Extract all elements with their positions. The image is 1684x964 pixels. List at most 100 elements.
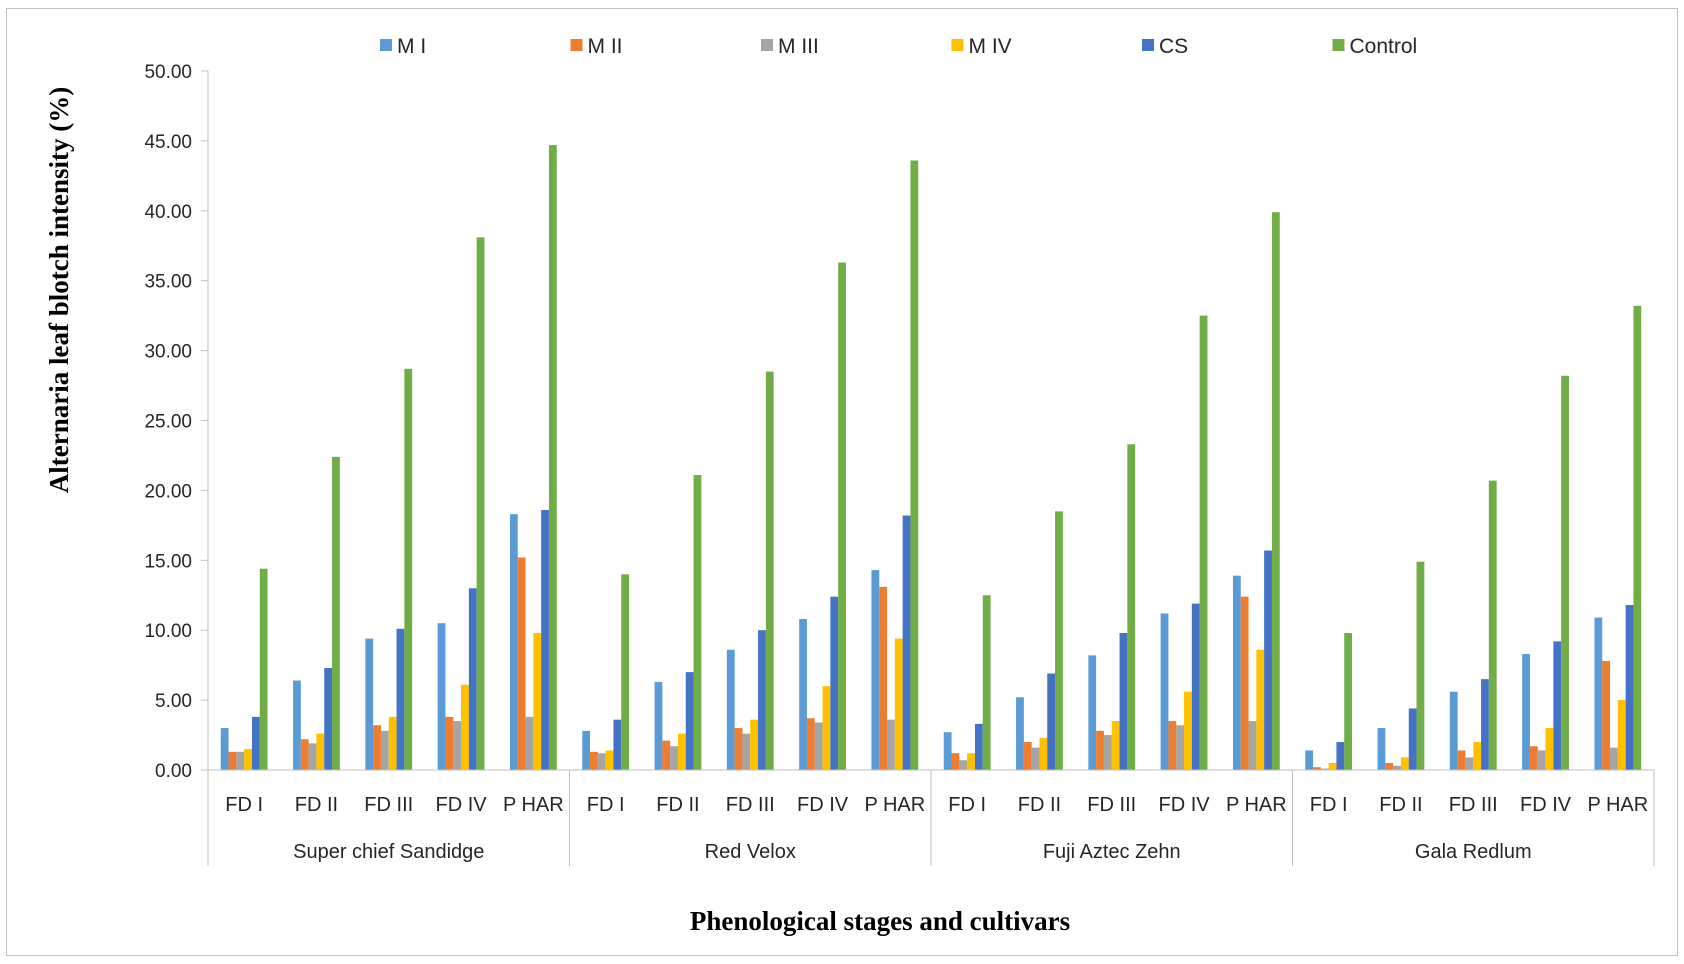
- bar-cs: [468, 588, 477, 770]
- bar-m-iii: [525, 716, 534, 770]
- x-tick-label: FD I: [1310, 794, 1348, 816]
- bar-m-ii: [1385, 763, 1394, 770]
- bar-m-i: [654, 681, 663, 770]
- y-tick-label: 30.00: [144, 342, 192, 363]
- bar-m-i: [1160, 613, 1169, 770]
- x-tick-label: FD III: [1087, 794, 1136, 816]
- x-tick-label: FD II: [1018, 794, 1061, 816]
- bar-cs: [1481, 679, 1489, 770]
- bar-control: [1271, 212, 1280, 770]
- bar-control: [548, 145, 557, 771]
- bar-cs: [1553, 641, 1562, 770]
- bar-cs: [613, 719, 622, 770]
- bar-m-ii: [517, 557, 526, 770]
- bar-m-iv: [1473, 742, 1482, 770]
- bar-m-iii: [236, 751, 245, 770]
- legend-label: CS: [1159, 35, 1188, 58]
- x-tick-label: FD I: [948, 794, 986, 816]
- group-label: Super chief Sandidge: [293, 841, 484, 863]
- x-tick-label: FD IV: [435, 794, 487, 816]
- bar-m-iv: [316, 733, 325, 770]
- bar-m-i: [1449, 691, 1458, 770]
- bar-control: [1127, 444, 1136, 770]
- bar-m-iii: [1103, 735, 1112, 770]
- x-tick-label: P HAR: [1587, 794, 1648, 816]
- bar-m-iv: [750, 719, 759, 770]
- x-tick-label: FD II: [1379, 794, 1422, 816]
- bar-m-iii: [308, 743, 317, 770]
- chart-frame: [6, 8, 1678, 956]
- legend-label: M III: [778, 35, 819, 58]
- x-axis-title: Phenological stages and cultivars: [690, 906, 1070, 936]
- bar-cs: [1119, 633, 1128, 770]
- bar-m-iv: [388, 716, 397, 770]
- bar-m-iii: [959, 760, 968, 770]
- x-tick-label: FD II: [295, 794, 338, 816]
- bar-cs: [902, 515, 911, 770]
- y-axis: 0.00 5.00 10.00 15.00 20.00 25.00 30.00 35.00 40…: [144, 62, 209, 782]
- bar-m-iii: [380, 730, 389, 770]
- bar-m-i: [1305, 750, 1314, 770]
- bar-m-i: [1016, 697, 1024, 770]
- bar-m-iii: [1393, 765, 1401, 770]
- bar-m-ii: [879, 586, 888, 770]
- bar-m-ii: [1168, 721, 1177, 770]
- y-tick-label: 45.00: [144, 132, 192, 153]
- bar-m-iv: [1328, 763, 1337, 770]
- bar-m-ii: [373, 725, 381, 770]
- bar-m-ii: [1023, 742, 1032, 770]
- bar-m-ii: [1096, 730, 1104, 770]
- bar-control: [982, 595, 991, 770]
- bar-m-ii: [1529, 746, 1538, 770]
- legend-swatch: [1142, 39, 1154, 51]
- legend-label: M II: [588, 35, 623, 58]
- group-label: Gala Redlum: [1415, 841, 1532, 863]
- bar-control: [621, 574, 630, 770]
- bar-m-ii: [1240, 596, 1249, 770]
- bar-m-iv: [533, 633, 542, 770]
- bar-m-iii: [670, 746, 678, 770]
- x-tick-label: FD IV: [1158, 794, 1210, 816]
- bar-control: [404, 368, 413, 770]
- bar-m-ii: [1457, 750, 1466, 770]
- bar-m-ii: [445, 716, 454, 770]
- bar-cs: [324, 667, 333, 770]
- bar-m-i: [1522, 653, 1530, 770]
- bar-m-iii: [1248, 721, 1257, 770]
- y-tick-label: 0.00: [155, 761, 192, 782]
- y-tick-label: 25.00: [144, 412, 192, 433]
- x-tick-label: FD I: [587, 794, 625, 816]
- x-tick-label: FD I: [225, 794, 263, 816]
- y-tick-label: 5.00: [155, 691, 192, 712]
- group-label: Red Velox: [705, 841, 796, 863]
- bar-control: [1055, 511, 1063, 770]
- bar-m-i: [871, 570, 880, 770]
- bar-cs: [1625, 605, 1634, 770]
- bar-cs: [685, 672, 694, 770]
- bar-m-iii: [742, 733, 751, 770]
- bar-m-i: [799, 619, 807, 770]
- bar-m-ii: [300, 739, 309, 770]
- x-tick-label: FD III: [726, 794, 775, 816]
- bar-control: [476, 237, 485, 771]
- bar-m-i: [1088, 655, 1097, 770]
- x-tick-label: FD III: [1449, 794, 1498, 816]
- group-label: Fuji Aztec Zehn: [1043, 841, 1181, 863]
- bar-m-iii: [1537, 750, 1546, 770]
- bars: [220, 145, 1642, 771]
- bar-m-ii: [1313, 767, 1321, 770]
- x-tick-label: P HAR: [1226, 794, 1287, 816]
- legend-label: M I: [397, 35, 426, 58]
- x-tick-label: P HAR: [864, 794, 925, 816]
- bar-m-iv: [822, 686, 831, 770]
- y-tick-label: 35.00: [144, 272, 192, 293]
- x-tick-label: FD IV: [1520, 794, 1572, 816]
- bar-m-iii: [1320, 768, 1329, 770]
- bar-cs: [1408, 708, 1417, 770]
- bar-m-ii: [806, 718, 815, 770]
- bar-m-ii: [1602, 660, 1611, 770]
- bar-control: [1344, 633, 1353, 770]
- legend-label: M IV: [969, 35, 1012, 58]
- y-tick-label: 40.00: [144, 202, 192, 223]
- bar-m-iv: [1545, 728, 1554, 770]
